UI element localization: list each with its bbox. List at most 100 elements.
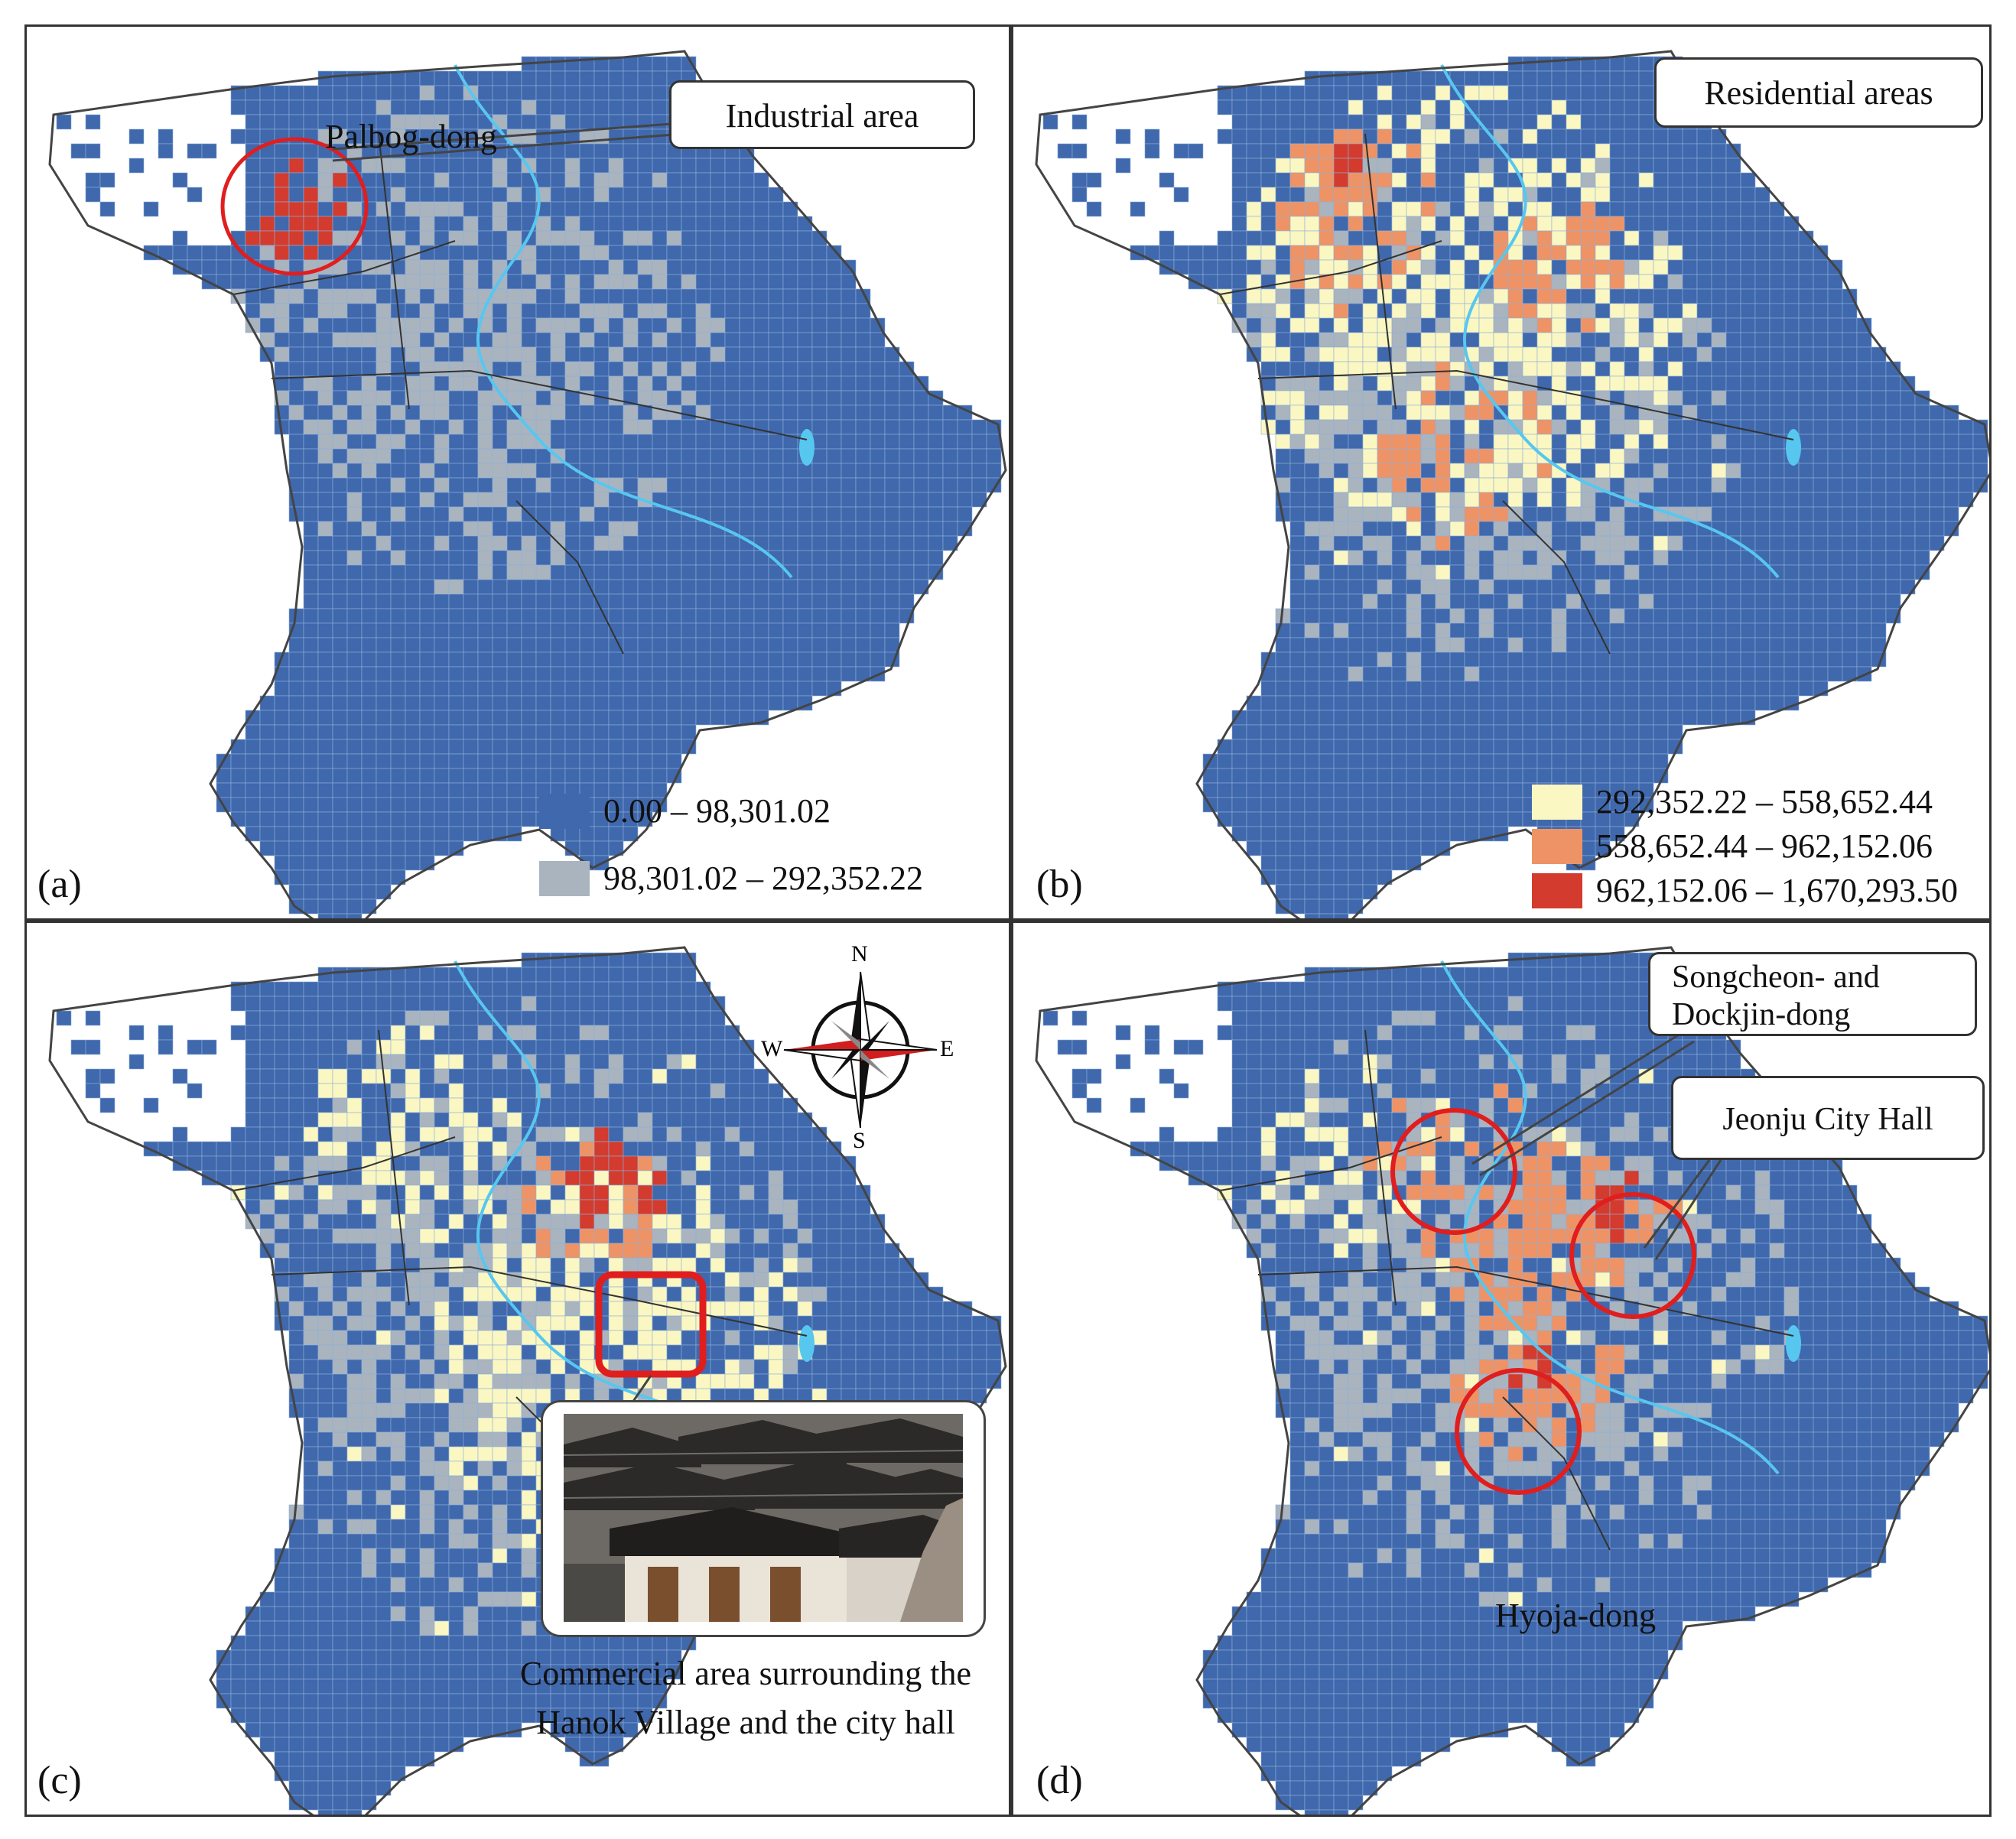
grid-cell — [1740, 259, 1756, 275]
grid-cell — [1784, 245, 1800, 261]
grid-cell — [739, 1126, 755, 1142]
grid-cell — [855, 332, 871, 348]
grid-cell — [346, 593, 363, 609]
grid-cell — [405, 288, 421, 304]
grid-cell — [637, 448, 653, 464]
grid-cell — [811, 259, 828, 275]
grid-cell — [1595, 724, 1611, 740]
grid-cell — [1478, 681, 1494, 697]
grid-cell — [361, 608, 377, 624]
grid-cell — [477, 593, 493, 609]
grid-cell — [1493, 346, 1509, 362]
grid-cell — [710, 390, 726, 406]
grid-cell — [477, 230, 493, 246]
grid-cell — [666, 245, 682, 261]
grid-cell — [1420, 114, 1436, 130]
grid-cell — [259, 303, 275, 319]
grid-cell — [1682, 332, 1698, 348]
grid-cell — [390, 811, 406, 827]
grid-cell — [739, 259, 755, 275]
grid-cell — [419, 1126, 435, 1142]
grid-cell — [1464, 739, 1480, 755]
grid-cell — [405, 259, 421, 275]
grid-cell — [506, 1083, 522, 1099]
grid-cell — [1696, 564, 1712, 580]
grid-cell — [782, 259, 798, 275]
grid-cell — [303, 201, 319, 217]
grid-cell — [695, 695, 711, 711]
grid-cell — [1391, 710, 1407, 726]
grid-cell — [666, 288, 682, 304]
grid-cell — [506, 535, 522, 551]
grid-cell — [1900, 434, 1916, 450]
grid-cell — [724, 666, 740, 682]
grid-cell — [376, 535, 392, 551]
grid-cell — [1333, 521, 1349, 537]
grid-cell — [376, 637, 392, 653]
grid-cell — [448, 739, 464, 755]
grid-cell — [1784, 550, 1800, 566]
grid-cell — [361, 651, 377, 668]
grid-cell — [1420, 332, 1436, 348]
grid-cell — [376, 593, 392, 609]
grid-cell — [1595, 99, 1611, 115]
grid-cell — [274, 85, 290, 101]
grid-cell — [434, 967, 450, 983]
grid-cell — [1304, 811, 1320, 827]
grid-cell — [1333, 201, 1349, 217]
grid-cell — [1289, 797, 1306, 813]
grid-cell — [1595, 317, 1611, 333]
grid-cell — [1333, 681, 1349, 697]
grid-cell — [1449, 695, 1465, 711]
grid-cell — [376, 855, 392, 871]
grid-cell — [448, 622, 464, 638]
grid-cell — [419, 419, 435, 435]
grid-cell — [1653, 201, 1669, 217]
grid-cell — [550, 521, 566, 537]
grid-cell — [1289, 303, 1306, 319]
grid-cell — [1362, 274, 1378, 290]
grid-cell — [753, 681, 769, 697]
grid-cell — [1333, 869, 1349, 885]
grid-cell — [274, 230, 290, 246]
grid-cell — [390, 448, 406, 464]
grid-cell — [1624, 259, 1640, 275]
grid-cell — [332, 593, 348, 609]
grid-cell — [593, 840, 610, 856]
grid-cell — [448, 521, 464, 537]
grid-cell — [506, 593, 522, 609]
grid-cell — [376, 492, 392, 508]
grid-cell — [913, 521, 929, 537]
grid-cell — [1449, 666, 1465, 682]
grid-cell — [1536, 550, 1553, 566]
grid-cell — [1696, 695, 1712, 711]
grid-cell — [1580, 753, 1596, 769]
grid-cell — [1609, 593, 1625, 609]
grid-cell — [1464, 710, 1480, 726]
grid-cell — [274, 201, 290, 217]
grid-cell — [1348, 739, 1364, 755]
grid-cell — [564, 637, 580, 653]
grid-cell — [841, 593, 857, 609]
grid-cell — [1260, 855, 1276, 871]
grid-cell — [1507, 361, 1523, 377]
grid-cell — [303, 1068, 319, 1084]
grid-cell — [1813, 434, 1829, 450]
grid-cell — [695, 535, 711, 551]
grid-cell — [550, 56, 566, 72]
grid-cell — [463, 1097, 479, 1113]
grid-cell — [1813, 506, 1829, 522]
grid-cell — [1914, 419, 1930, 435]
grid-cell — [1333, 913, 1349, 918]
grid-cell — [1536, 303, 1553, 319]
grid-cell — [1754, 245, 1771, 261]
grid-cell — [1813, 259, 1829, 275]
grid-cell — [1711, 216, 1727, 232]
grid-cell — [608, 332, 624, 348]
grid-cell — [390, 681, 406, 697]
grid-cell — [579, 681, 595, 697]
grid-cell — [434, 695, 450, 711]
grid-cell — [1566, 724, 1582, 740]
grid-cell — [1682, 346, 1698, 362]
grid-cell — [477, 666, 493, 682]
